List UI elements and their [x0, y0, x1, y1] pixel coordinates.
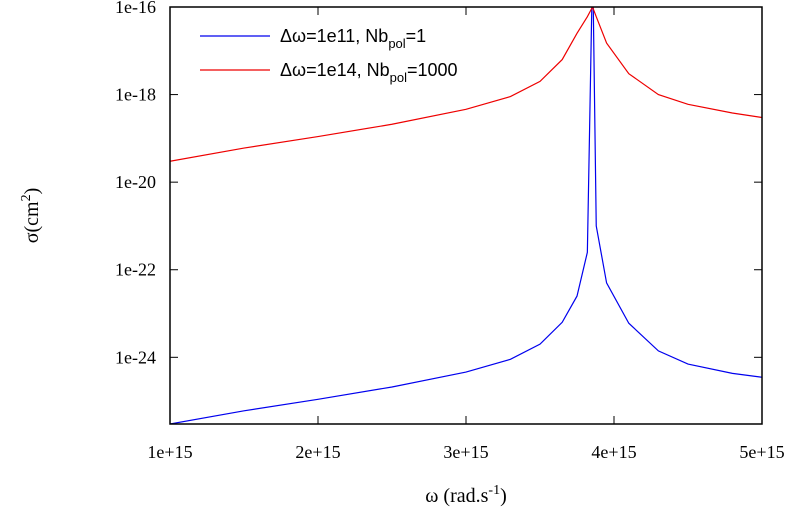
- y-tick-label: 1e-16: [115, 0, 156, 17]
- x-tick-label: 2e+15: [295, 442, 340, 462]
- legend-label-1: Δω=1e11, Nbpol=1: [280, 26, 426, 51]
- legend: Δω=1e11, Nbpol=1 Δω=1e14, Nbpol=1000: [200, 26, 458, 85]
- x-tick-label: 5e+15: [739, 442, 784, 462]
- ticks-layer: 1e+15 2e+15 3e+15 4e+15 5e+15 1e-16 1e-18 1e-20…: [115, 0, 785, 462]
- x-tick-label: 3e+15: [443, 442, 488, 462]
- series-layer: [170, 7, 762, 424]
- axis-labels: ω (rad.s-1) σ(cm2): [19, 188, 507, 507]
- x-tick-label: 1e+15: [147, 442, 192, 462]
- legend-label-2: Δω=1e14, Nbpol=1000: [280, 60, 458, 85]
- y-axis-label: σ(cm2): [19, 188, 43, 244]
- series-line-2: [170, 7, 762, 162]
- y-tick-label: 1e-18: [115, 85, 156, 105]
- y-tick-label: 1e-24: [115, 347, 156, 367]
- y-tick-label: 1e-22: [115, 260, 156, 280]
- series-line-1: [170, 7, 762, 424]
- x-tick-label: 4e+15: [591, 442, 636, 462]
- y-tick-label: 1e-20: [115, 172, 156, 192]
- x-axis-label: ω (rad.s-1): [425, 483, 507, 507]
